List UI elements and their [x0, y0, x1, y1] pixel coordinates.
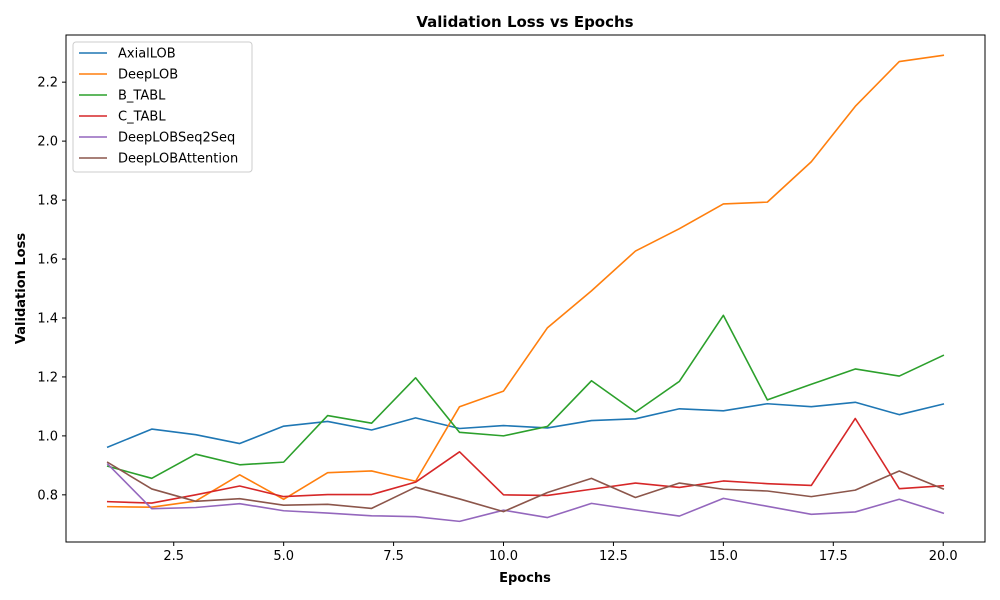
- x-tick-label: 15.0: [709, 549, 738, 564]
- legend-label-axiallob: AxialLOB: [118, 47, 176, 62]
- y-tick-label: 1.6: [37, 253, 58, 268]
- legend-frame: [72, 41, 253, 173]
- x-tick-label: 10.0: [489, 549, 518, 564]
- x-axis-ticks: 2.5 5.0 7.5 10.0 12.5 15.0 17.5 20.0: [163, 542, 958, 564]
- x-tick-label: 17.5: [819, 549, 848, 564]
- legend-label-deeplob: DeepLOB: [118, 68, 178, 83]
- series-line-deeplobattention: [106, 461, 945, 513]
- x-tick-label: 20.0: [929, 549, 958, 564]
- legend-items: AxialLOB DeepLOB B_TABL C_TABL DeepLOBSeq2Se…: [79, 47, 238, 167]
- series-line-b-tabl: [106, 314, 945, 480]
- series-layer: [106, 54, 945, 523]
- y-tick-label: 1.4: [37, 311, 58, 326]
- chart-title: Validation Loss vs Epochs: [416, 13, 633, 31]
- legend-label-b-tabl: B_TABL: [118, 89, 166, 104]
- x-axis-label: Epochs: [499, 571, 551, 586]
- y-tick-label: 2.0: [37, 135, 58, 150]
- y-tick-label: 2.2: [37, 76, 58, 91]
- y-tick-label: 1.8: [37, 194, 58, 209]
- x-tick-label: 5.0: [273, 549, 294, 564]
- series-line-c-tabl: [106, 417, 945, 504]
- legend-label-c-tabl: C_TABL: [118, 110, 166, 125]
- x-tick-label: 12.5: [599, 549, 628, 564]
- y-tick-label: 1.0: [37, 429, 58, 444]
- legend-label-deeplobattention: DeepLOBAttention: [118, 152, 238, 167]
- series-line-deeplob: [106, 54, 945, 509]
- series-line-deeplobseq2seq: [106, 463, 945, 523]
- legend: AxialLOB DeepLOB B_TABL C_TABL DeepLOBSeq2Se…: [72, 41, 253, 173]
- series-line-axiallob: [106, 401, 945, 449]
- y-tick-label: 1.2: [37, 370, 58, 385]
- y-axis-ticks: 0.8 1.0 1.2 1.4 1.6 1.8 2.0 2.2: [37, 76, 66, 503]
- x-tick-label: 7.5: [383, 549, 404, 564]
- legend-label-deeplobseq2seq: DeepLOBSeq2Seq: [118, 131, 235, 146]
- plot-frame: [65, 34, 986, 543]
- x-tick-label: 2.5: [163, 549, 184, 564]
- plot-area: 2.5 5.0 7.5 10.0 12.5 15.0 17.5 20.0 0.8 1.0 1.2 1…: [37, 34, 986, 564]
- y-axis-label: Validation Loss: [14, 233, 29, 344]
- y-tick-label: 0.8: [37, 488, 58, 503]
